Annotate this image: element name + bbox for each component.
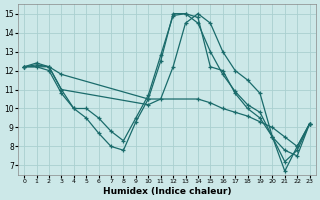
- X-axis label: Humidex (Indice chaleur): Humidex (Indice chaleur): [103, 187, 231, 196]
